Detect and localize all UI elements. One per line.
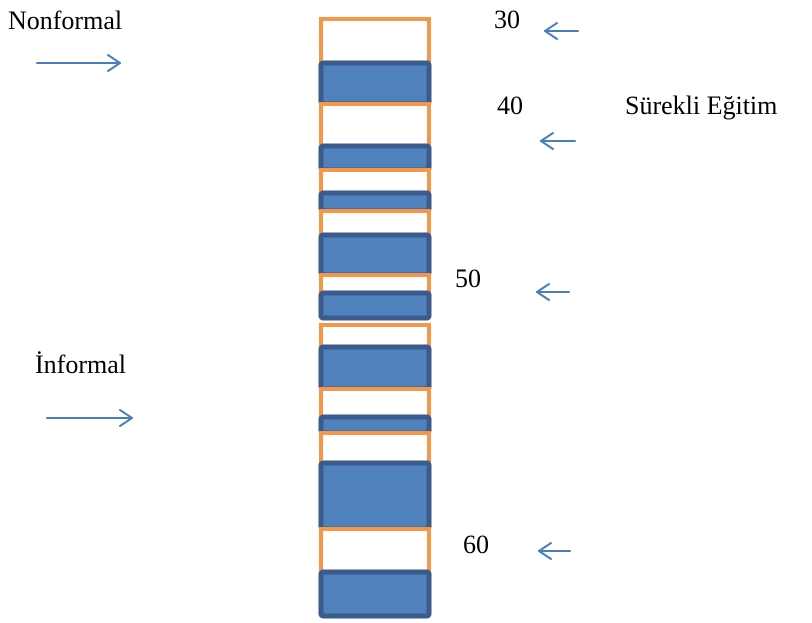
- informal-arrow-icon: [46, 409, 133, 427]
- age-50-label: 50: [455, 264, 481, 293]
- non-formal-gap-block: [319, 168, 431, 195]
- non-formal-gap-block: [319, 387, 431, 419]
- nonformal-label: Nonformal: [8, 6, 123, 35]
- formal-education-block: [318, 414, 432, 436]
- non-formal-gap-block: [319, 273, 431, 295]
- nonformal-arrow-icon: [36, 54, 121, 72]
- formal-education-block: [318, 460, 432, 532]
- non-formal-gap-block: [319, 102, 431, 148]
- non-formal-gap-block: [319, 323, 431, 349]
- formal-education-block: [318, 190, 432, 214]
- age-30-label: 30: [494, 5, 520, 34]
- formal-education-block: [318, 569, 432, 619]
- non-formal-gap-block: [319, 527, 431, 574]
- age-50-arrow-icon: [536, 283, 570, 301]
- education-stack: [318, 17, 432, 619]
- formal-education-block: [318, 60, 432, 107]
- age-30-arrow-icon: [544, 22, 579, 40]
- formal-education-block: [318, 232, 432, 278]
- formal-education-block: [318, 344, 432, 392]
- age-60-arrow-icon: [538, 542, 571, 560]
- age-40-arrow-icon: [540, 132, 576, 150]
- age-60-label: 60: [463, 530, 489, 559]
- formal-education-block: [318, 290, 432, 321]
- arrows: [36, 22, 579, 560]
- non-formal-gap-block: [319, 209, 431, 237]
- age-40-label: 40: [497, 91, 523, 120]
- non-formal-gap-block: [319, 17, 431, 65]
- non-formal-gap-block: [319, 431, 431, 465]
- formal-education-block: [318, 143, 432, 173]
- informal-label: İnformal: [35, 350, 126, 379]
- continuing-education-label: Sürekli Eğitim: [625, 91, 778, 120]
